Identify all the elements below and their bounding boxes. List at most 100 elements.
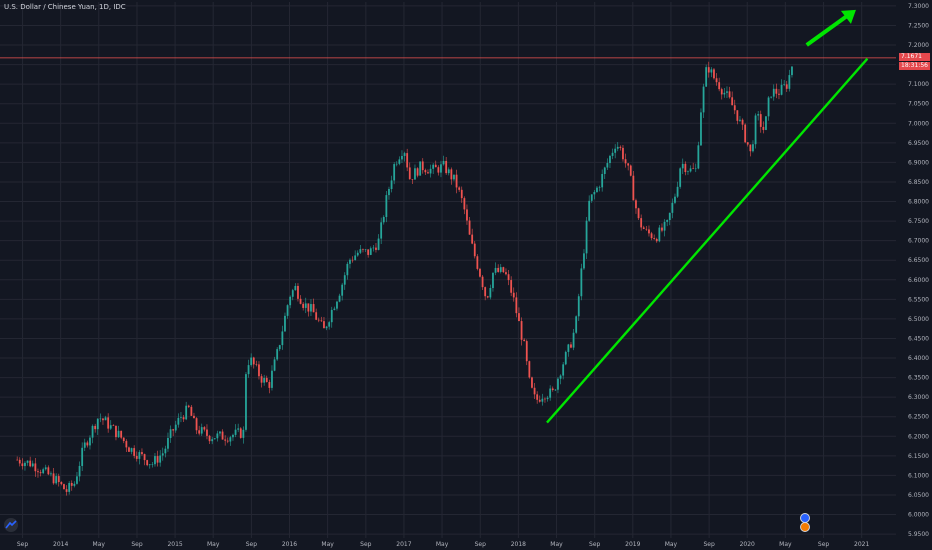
y-tick-label: 6.8000 (908, 199, 929, 206)
candle-body (398, 159, 401, 164)
candle-body (341, 284, 344, 296)
candle-body (460, 189, 463, 199)
y-tick-label: 6.3000 (908, 394, 929, 401)
candle-body (18, 459, 21, 464)
candle-body (141, 452, 143, 455)
candle-body (325, 326, 328, 329)
candle-body (291, 290, 294, 297)
candle-body (421, 161, 424, 171)
candle-body (34, 463, 37, 472)
candle-body (692, 168, 695, 170)
candle-body (616, 146, 619, 149)
x-tick-label: Sep (703, 541, 715, 548)
candle-body (770, 96, 773, 98)
candle-body (385, 195, 388, 217)
candle-body (476, 256, 479, 269)
bar-countdown-badge: 18:31:56 (899, 61, 930, 70)
candle-body (315, 312, 318, 320)
candle-body (429, 168, 432, 174)
candle-body (593, 191, 596, 195)
candle-body (731, 97, 734, 106)
overlay (0, 9, 896, 424)
candle-body (531, 377, 533, 388)
candle-body (294, 285, 297, 291)
candle-body (507, 274, 510, 281)
candle-body (538, 399, 541, 402)
candle-body (232, 434, 234, 438)
candle-body (749, 144, 752, 152)
candle-body (260, 376, 263, 383)
candle-body (91, 425, 94, 438)
candle-body (120, 430, 123, 438)
candle-body (42, 469, 45, 474)
candle-body (372, 247, 375, 249)
candle-body (221, 431, 224, 440)
candle-body (219, 431, 221, 434)
candle-body (783, 84, 786, 85)
candle-body (406, 153, 409, 168)
candle-body (107, 417, 110, 429)
candle-body (180, 417, 182, 418)
candle-body (606, 163, 609, 168)
candle-body (47, 467, 50, 475)
y-tick-label: 5.9500 (908, 531, 929, 538)
candle-body (466, 209, 468, 221)
x-tick-label: May (665, 541, 678, 548)
candle-body (245, 374, 247, 430)
candle-body (536, 394, 539, 400)
candle-body (65, 489, 68, 492)
x-tick-label: Sep (818, 541, 830, 548)
candle-body (156, 456, 159, 463)
candle-body (167, 437, 169, 449)
candle-body (759, 114, 762, 127)
candle-body (39, 472, 42, 474)
candle-body (52, 473, 55, 484)
candle-body (780, 84, 783, 95)
candle-body (242, 429, 245, 438)
candle-body (567, 344, 570, 352)
y-tick-label: 7.1000 (908, 81, 929, 88)
candle-body (304, 303, 307, 308)
candle-body (229, 437, 232, 442)
candle-body (609, 155, 611, 164)
candle-body (177, 417, 180, 425)
candle-body (78, 465, 81, 477)
candle-body (190, 406, 193, 416)
candle-body (16, 459, 19, 461)
tradingview-logo[interactable] (4, 518, 18, 532)
candle-body (263, 377, 266, 383)
candle-body (128, 447, 130, 452)
candle-body (265, 377, 268, 383)
y-tick-label: 6.6000 (908, 277, 929, 284)
candle-body (346, 263, 349, 276)
candle-body (585, 220, 588, 254)
candle-body (198, 430, 201, 434)
candle-body (650, 233, 653, 239)
y-tick-label: 6.3500 (908, 375, 929, 382)
candle-body (143, 454, 146, 461)
candle-body (216, 433, 219, 439)
x-tick-label: Sep (131, 541, 143, 548)
candle-body (375, 247, 377, 250)
candle-body (102, 418, 104, 421)
candle-body (447, 169, 450, 174)
candle-body (676, 186, 679, 197)
y-tick-label: 6.5500 (908, 296, 929, 303)
candle-body (590, 194, 593, 201)
candle-body (112, 425, 115, 426)
dividend-marker-icon[interactable] (800, 522, 810, 532)
candle-body (328, 322, 331, 327)
candle-body (765, 116, 767, 130)
candle-body (723, 92, 726, 95)
candle-body (187, 405, 190, 407)
candle-body (60, 482, 63, 485)
candle-body (720, 89, 723, 95)
candle-body (99, 418, 102, 420)
candle-body (515, 297, 518, 314)
candle-body (541, 398, 544, 402)
candle-body (21, 463, 24, 467)
candle-body (424, 170, 427, 173)
candle-body (674, 196, 676, 203)
candle-body (154, 456, 156, 465)
